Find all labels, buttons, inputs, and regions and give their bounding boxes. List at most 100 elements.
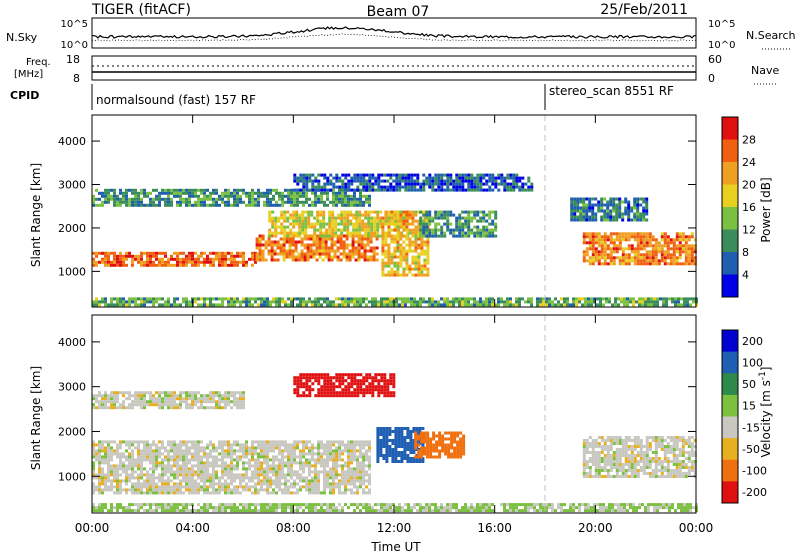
power-cell [155,189,158,192]
power-cell [393,253,396,256]
velocity-cell [149,488,152,491]
power-cell [425,235,428,238]
power-cell [426,274,429,277]
power-cell [259,259,262,262]
power-cell [368,186,371,189]
velocity-cell [323,373,326,376]
velocity-cell [272,449,275,452]
velocity-cell [245,488,248,491]
velocity-cell [215,464,218,467]
velocity-cell [230,479,233,482]
velocity-cell [338,452,341,455]
power-cell [316,220,319,223]
power-cell [212,189,215,192]
power-cell [635,300,638,303]
power-cell [332,204,335,207]
power-cell [428,300,431,303]
velocity-cell [113,479,116,482]
power-cell [488,174,491,177]
power-cell [364,250,367,253]
power-cell [664,259,667,262]
power-cell [393,241,396,244]
power-cell [473,297,476,300]
power-cell [265,247,268,250]
power-cell [506,186,509,189]
power-cell [470,174,473,177]
power-cell [539,297,542,300]
velocity-cell [170,488,173,491]
power-cell [286,253,289,256]
power-cell [317,303,320,306]
velocity-cell [302,461,305,464]
power-cell [167,189,170,192]
power-cell [640,256,643,259]
velocity-cell [317,373,320,376]
velocity-cell [158,491,161,494]
power-cell [414,274,417,277]
power-cell [317,189,320,192]
velocity-cell [155,476,158,479]
power-cell [440,303,443,306]
power-cell [583,250,586,253]
power-cell [395,180,398,183]
power-cell [600,207,603,210]
power-cell [411,220,414,223]
power-cell [497,189,500,192]
power-cell [104,195,107,198]
power-cell [361,247,364,250]
power-cell [479,183,482,186]
power-cell [218,195,221,198]
power-cell [119,192,122,195]
velocity-cell [212,443,215,446]
velocity-cell [125,479,128,482]
velocity-cell [242,467,245,470]
power-cell [633,219,636,222]
power-cell [104,192,107,195]
power-cell [473,180,476,183]
velocity-cell [167,488,170,491]
velocity-cell [376,439,379,442]
power-cell [248,204,251,207]
power-cell [301,217,304,220]
power-cell [461,177,464,180]
power-cell [586,259,589,262]
power-cell [446,220,449,223]
power-cell [191,255,194,258]
power-cell [359,300,362,303]
velocity-cell [164,400,167,403]
velocity-cell [379,445,382,448]
power-cell [356,204,359,207]
power-cell [640,247,643,250]
power-cell [603,213,606,216]
velocity-cell [376,430,379,433]
power-cell [536,300,539,303]
velocity-cell [332,458,335,461]
power-cell [286,238,289,241]
power-cell [437,214,440,217]
velocity-cell [359,449,362,452]
velocity-cell [98,394,101,397]
power-cell [667,253,670,256]
power-cell [370,256,373,259]
velocity-cell [389,394,392,397]
power-cell [625,259,628,262]
velocity-cell [392,379,395,382]
velocity-cell [320,452,323,455]
power-cell [209,300,212,303]
power-cell [143,261,146,264]
power-cell [628,259,631,262]
power-cell [104,258,107,261]
power-cell [446,303,449,306]
power-cell [296,192,299,195]
power-cell [323,297,326,300]
power-cell [173,192,176,195]
power-cell [221,264,224,267]
power-cell [203,192,206,195]
power-cell [200,255,203,258]
power-cell [212,201,215,204]
velocity-cell [95,406,98,409]
power-cell [260,195,263,198]
power-cell [119,264,122,267]
velocity-cell [335,485,338,488]
power-cell [461,186,464,189]
